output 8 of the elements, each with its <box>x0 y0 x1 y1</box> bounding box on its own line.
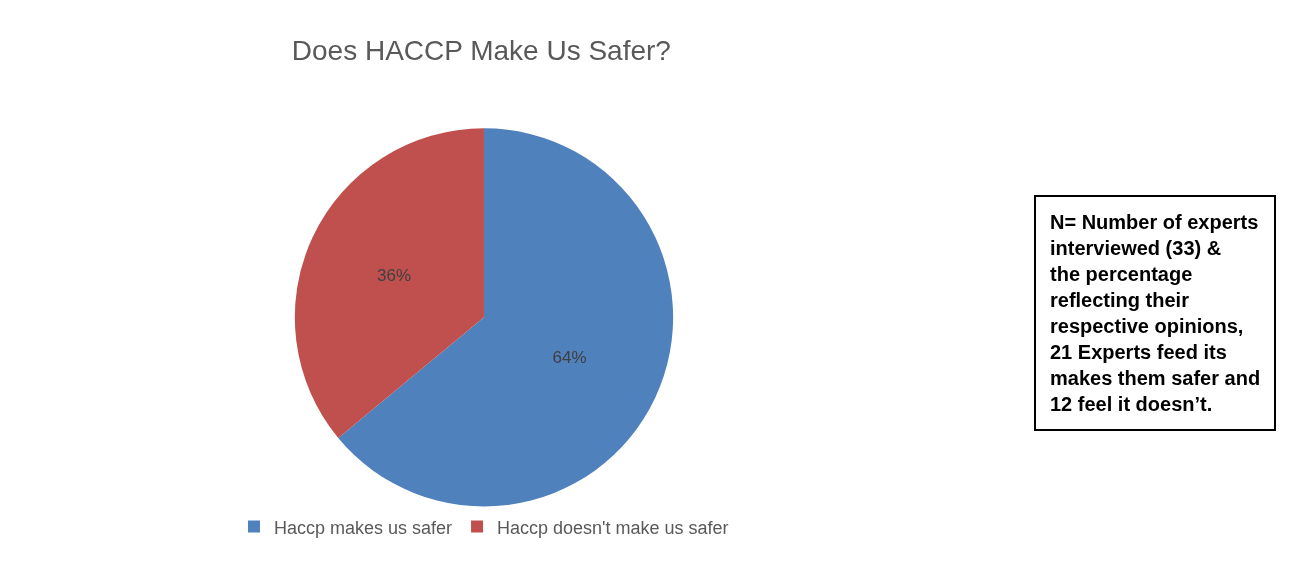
legend-label: Haccp makes us safer <box>273 517 453 538</box>
legend-label: Haccp doesn't make us safer <box>497 517 729 538</box>
data-label: 64% <box>552 348 587 368</box>
pie-slice <box>295 128 484 438</box>
text: N= Number of experts interviewed (33) & the percentage reflecting their respective opinions, 21 Experts feed its makes them safer and 12 feel it doesn’t. <box>1050 211 1261 415</box>
pie-slice <box>338 128 674 507</box>
data-label: 36% <box>377 265 412 285</box>
chart-title: Does HACCP Make Us Safer? <box>291 34 671 66</box>
